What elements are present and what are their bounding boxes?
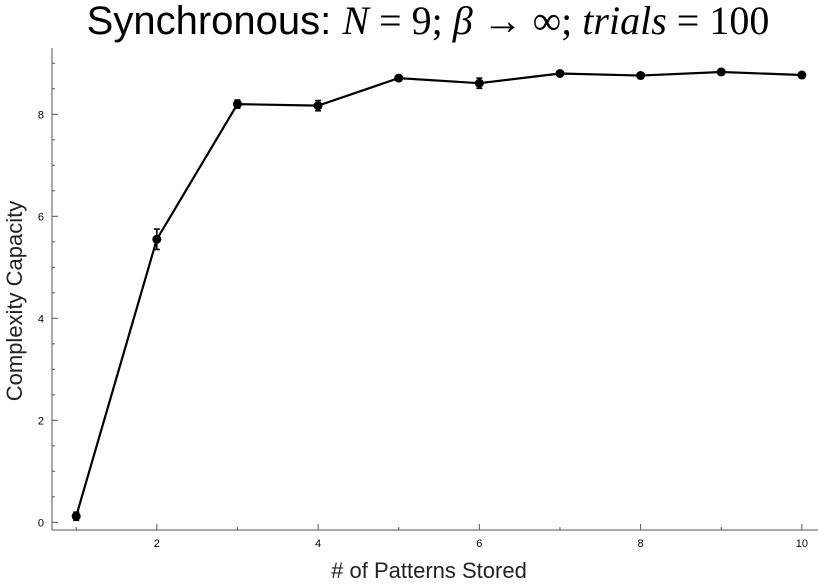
axes — [51, 48, 818, 531]
x-tick-label: 8 — [638, 538, 644, 550]
ticks: 2 4 6 8 10 0 2 4 6 8 — [38, 62, 808, 550]
title-n-value: 9 — [412, 0, 432, 43]
y-tick-label: 4 — [38, 313, 44, 325]
data-point — [716, 67, 726, 77]
y-tick-label: 2 — [38, 415, 44, 427]
y-tick-label: 6 — [38, 211, 44, 223]
title-beta-symbol: β — [452, 0, 473, 43]
title-trials-symbol: trials — [582, 0, 666, 43]
data-point — [797, 70, 807, 80]
title-n-symbol: N — [341, 0, 371, 43]
data-point — [71, 511, 81, 521]
chart-title: Synchronous: N = 9; β → ∞; trials = 100 — [87, 0, 770, 43]
series-layer — [71, 67, 807, 522]
x-tick-label: 6 — [476, 538, 482, 550]
title-prefix: Synchronous: — [87, 0, 343, 43]
title-beta-value: ∞ — [533, 0, 562, 43]
series-line — [75, 70, 802, 517]
x-tick-label: 2 — [154, 538, 160, 550]
x-tick-label: 4 — [315, 538, 321, 550]
title-trials-value: 100 — [709, 0, 769, 43]
x-tick-label: 10 — [796, 538, 808, 550]
data-point — [152, 234, 162, 244]
data-point — [313, 101, 323, 111]
y-tick-label: 0 — [38, 517, 44, 529]
data-point — [394, 73, 404, 83]
data-point — [474, 78, 484, 88]
y-axis-label: Complexity Capacity — [2, 201, 27, 402]
x-axis-label: # of Patterns Stored — [331, 558, 527, 583]
y-tick-label: 8 — [38, 109, 44, 121]
data-point — [232, 99, 242, 109]
data-point — [555, 69, 565, 79]
data-point — [636, 71, 646, 81]
